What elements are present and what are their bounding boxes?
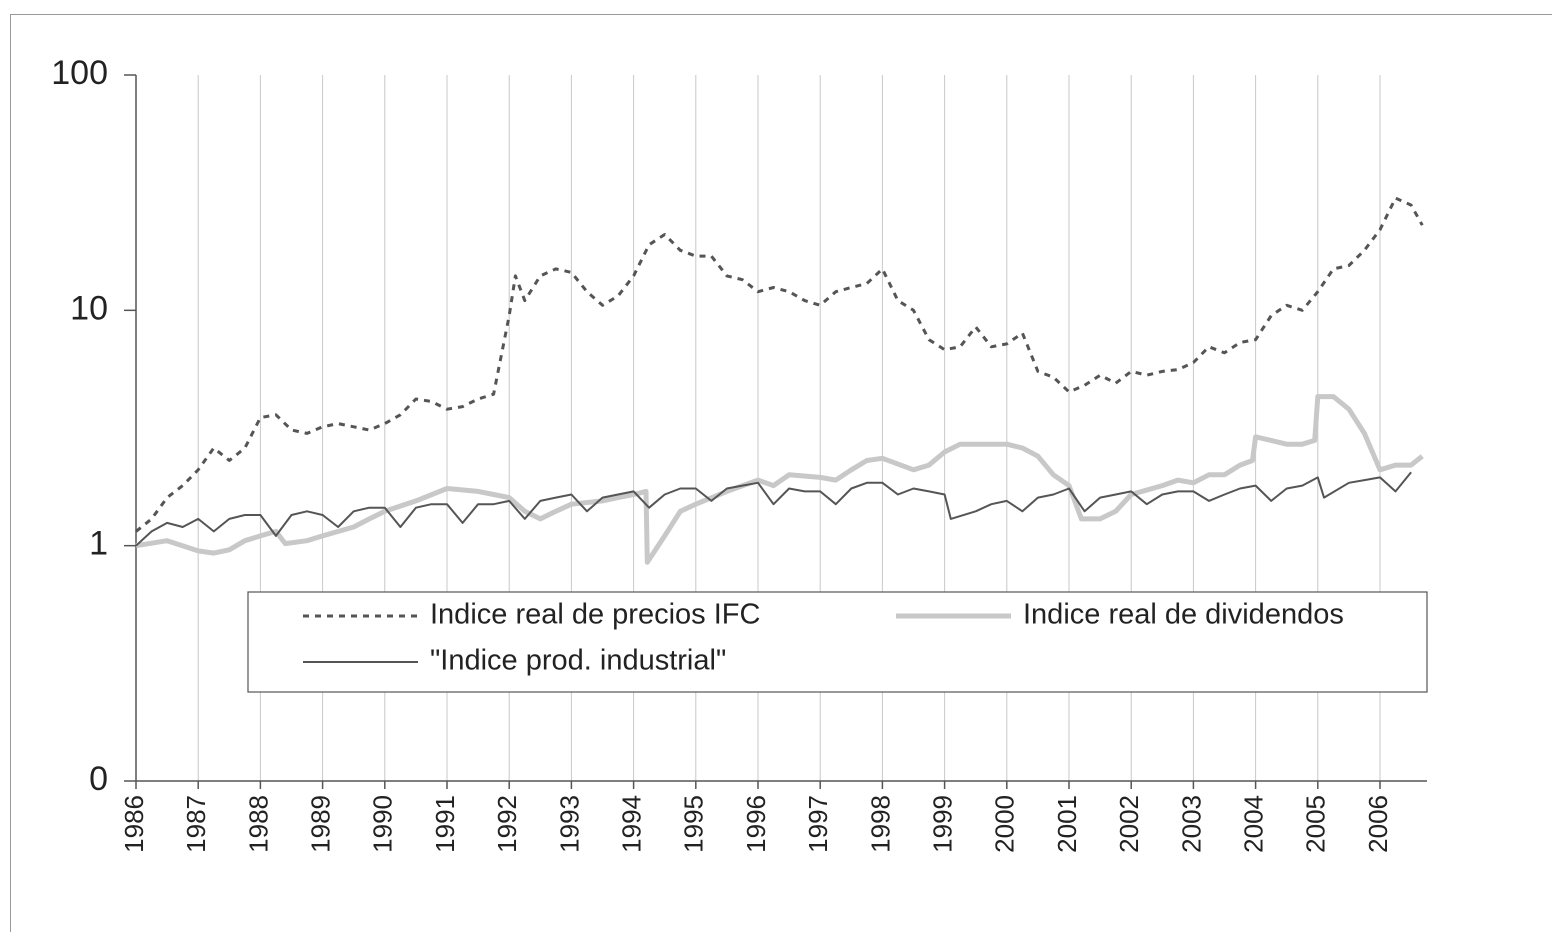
legend-label: Indice real de dividendos (1023, 599, 1344, 631)
x-tick-label: 1996 (741, 795, 771, 853)
y-tick-label: 1 (89, 525, 108, 563)
series-line (135, 196, 1424, 533)
frame (10, 14, 1552, 932)
x-tick-label: 1995 (679, 795, 709, 853)
x-tick-label: 1988 (243, 795, 273, 853)
x-tick-label: 2005 (1301, 795, 1331, 853)
x-tick-label: 1993 (554, 795, 584, 853)
x-tick-label: 2002 (1114, 795, 1144, 853)
x-tick-label: 1992 (492, 795, 522, 853)
y-tick-label: 100 (51, 54, 108, 92)
x-tick-label: 2000 (990, 795, 1020, 853)
x-tick-label: 2006 (1363, 795, 1393, 853)
y-tick-label: 10 (70, 289, 108, 327)
legend-box (247, 591, 1428, 693)
legend-label: Indice real de precios IFC (430, 599, 760, 631)
legend-label: "Indice prod. industrial" (430, 645, 726, 677)
x-tick-label: 1991 (430, 795, 460, 853)
x-tick-label: 1997 (803, 795, 833, 853)
x-tick-label: 1998 (865, 795, 895, 853)
x-tick-label: 1986 (119, 795, 149, 853)
x-tick-label: 1990 (368, 795, 398, 853)
x-tick-label: 2003 (1176, 795, 1206, 853)
x-tick-label: 1989 (305, 795, 335, 853)
x-tick-label: 1994 (616, 795, 646, 853)
x-tick-label: 1987 (181, 795, 211, 853)
series-line (135, 394, 1424, 565)
x-tick-label: 2004 (1238, 795, 1268, 853)
series-line (135, 471, 1412, 547)
x-tick-label: 1999 (927, 795, 957, 853)
y-tick-label: 0 (89, 760, 108, 798)
x-tick-label: 2001 (1052, 795, 1082, 853)
